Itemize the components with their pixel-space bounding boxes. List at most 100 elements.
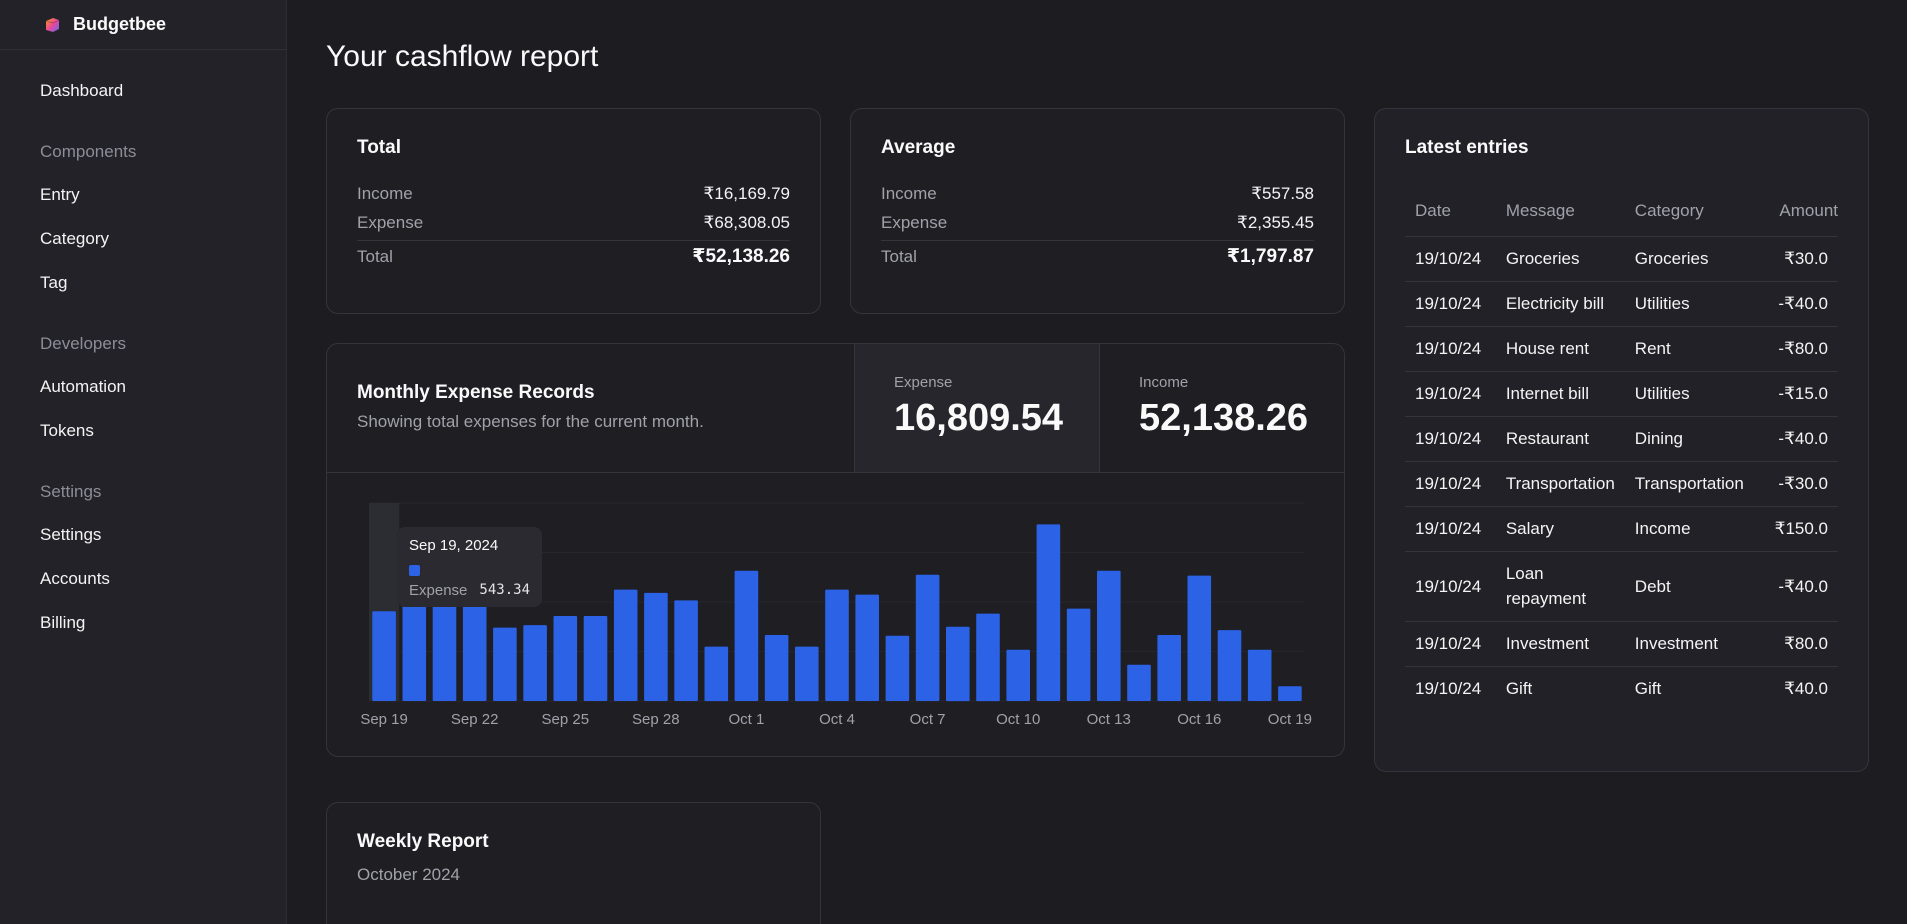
- table-row[interactable]: 19/10/24 Transportation Transportation -…: [1405, 461, 1838, 507]
- chart-bar[interactable]: [734, 570, 759, 701]
- chart-x-tick-label: Oct 16: [1177, 711, 1221, 728]
- table-row[interactable]: 19/10/24 Salary Income ₹150.0: [1405, 506, 1838, 552]
- tooltip-label: Expense: [409, 582, 468, 599]
- chart-bar[interactable]: [1127, 664, 1151, 701]
- total-income-label: Income: [357, 183, 413, 203]
- monthly-subtitle: Showing total expenses for the current m…: [357, 412, 704, 431]
- table-row[interactable]: 19/10/24 Gift Gift ₹40.0: [1405, 666, 1838, 711]
- chart-bar[interactable]: [885, 635, 910, 701]
- chart-x-tick-label: Sep 28: [632, 711, 680, 728]
- tooltip-swatch: [409, 565, 420, 576]
- table-row[interactable]: 19/10/24 Restaurant Dining -₹40.0: [1405, 416, 1838, 462]
- chart-bar[interactable]: [1278, 686, 1302, 701]
- brand-name: Budgetbee: [73, 14, 167, 34]
- income-stat-toggle[interactable]: Income 52,138.26: [1099, 344, 1344, 472]
- table-row[interactable]: 19/10/24 Loan repayment Debt -₹40.0: [1405, 551, 1838, 622]
- sidebar-item-entry[interactable]: Entry: [40, 185, 80, 204]
- sidebar-item-settings[interactable]: Settings: [40, 525, 102, 544]
- cell-date: 19/10/24: [1405, 621, 1496, 667]
- chart-bar[interactable]: [764, 635, 789, 701]
- chart-x-tick-label: Sep 19: [360, 711, 408, 728]
- sidebar-item-accounts[interactable]: Accounts: [40, 569, 110, 588]
- chart-bar[interactable]: [1157, 635, 1181, 701]
- cell-message: Electricity bill: [1495, 281, 1625, 327]
- chart-bar[interactable]: [915, 574, 940, 701]
- chart-bar[interactable]: [1066, 608, 1091, 701]
- chart-bar[interactable]: [1097, 570, 1121, 701]
- cell-date: 19/10/24: [1405, 506, 1496, 552]
- chart-bar[interactable]: [493, 627, 517, 701]
- sidebar: Budgetbee Dashboard Components Entry Cat…: [0, 0, 287, 924]
- total-total-label: Total: [357, 246, 393, 266]
- sidebar-item-billing[interactable]: Billing: [40, 613, 86, 632]
- cell-message: Internet bill: [1495, 371, 1625, 417]
- expense-stat-label: Expense: [894, 374, 953, 391]
- chart-bar[interactable]: [1247, 649, 1272, 701]
- cell-category: Transportation: [1624, 461, 1761, 507]
- income-stat-value: 52,138.26: [1139, 397, 1309, 439]
- chart-area[interactable]: Sep 19 Sep 22 Sep 25 Sep 28 Oct 1 Oct 4 Oct 7 O…: [327, 473, 1345, 757]
- chart-bar[interactable]: [523, 625, 547, 701]
- table-row[interactable]: 19/10/24 Investment Investment ₹80.0: [1405, 621, 1838, 667]
- chart-bar[interactable]: [795, 646, 819, 702]
- chart-bar[interactable]: [1217, 630, 1242, 702]
- cell-category: Debt: [1624, 551, 1761, 622]
- chart-bar[interactable]: [1036, 524, 1061, 701]
- column-message: Message: [1495, 186, 1625, 237]
- chart-bar[interactable]: [704, 646, 729, 702]
- average-income-row: Income ₹557.58: [881, 179, 1314, 208]
- chart-bar[interactable]: [432, 604, 457, 702]
- chart-bar[interactable]: [946, 626, 970, 702]
- column-category: Category: [1624, 186, 1761, 237]
- cell-amount: ₹150.0: [1760, 506, 1838, 552]
- average-total-row: Total ₹1,797.87: [881, 240, 1314, 269]
- chart-x-tick-label: Oct 1: [728, 711, 764, 728]
- cell-category: Investment: [1624, 621, 1761, 667]
- chart-bar[interactable]: [583, 616, 608, 701]
- total-income-value: ₹16,169.79: [703, 183, 790, 203]
- weekly-report-subtitle: October 2024: [357, 865, 461, 884]
- table-row[interactable]: 19/10/24 House rent Rent -₹80.0: [1405, 326, 1838, 372]
- sidebar-item-dashboard[interactable]: Dashboard: [40, 81, 124, 100]
- cell-message: Transportation: [1495, 461, 1625, 507]
- sidebar-item-category[interactable]: Category: [40, 229, 109, 248]
- table-row[interactable]: 19/10/24 Internet bill Utilities -₹15.0: [1405, 371, 1838, 417]
- sidebar-section-settings: Settings: [40, 482, 102, 501]
- total-card: Total Income ₹16,169.79 Expense ₹68,308.…: [326, 108, 821, 314]
- table-row[interactable]: 19/10/24 Electricity bill Utilities -₹40…: [1405, 281, 1838, 327]
- cell-date: 19/10/24: [1405, 371, 1496, 417]
- average-expense-label: Expense: [881, 212, 948, 232]
- cell-amount: ₹80.0: [1760, 621, 1838, 667]
- chart-bar[interactable]: [1187, 575, 1212, 701]
- chart-bar[interactable]: [372, 611, 396, 701]
- table-row[interactable]: 19/10/24 Groceries Groceries ₹30.0: [1405, 236, 1838, 282]
- chart-bar[interactable]: [855, 594, 879, 701]
- chart-bar[interactable]: [462, 604, 487, 702]
- weekly-report-title: Weekly Report: [357, 831, 489, 852]
- chart-x-tick-label: Sep 25: [542, 711, 590, 728]
- sidebar-item-automation[interactable]: Automation: [40, 377, 126, 396]
- brand[interactable]: Budgetbee: [0, 0, 286, 50]
- chart-bar[interactable]: [674, 600, 698, 701]
- latest-entries-table: Date Message Category Amount 19/10/24 Gr…: [1405, 186, 1838, 711]
- chart-bar[interactable]: [1006, 649, 1030, 701]
- cell-message: Loan repayment: [1495, 551, 1625, 622]
- chart-bar[interactable]: [976, 613, 1000, 702]
- expense-bar-chart[interactable]: Sep 19 Sep 22 Sep 25 Sep 28 Oct 1 Oct 4 Oct 7 O…: [327, 473, 1345, 757]
- chart-x-tick-label: Oct 7: [910, 711, 946, 728]
- chart-bar[interactable]: [402, 604, 427, 702]
- chart-bar[interactable]: [613, 589, 638, 701]
- cell-date: 19/10/24: [1405, 326, 1496, 372]
- chart-bar[interactable]: [825, 589, 849, 701]
- chart-bar[interactable]: [644, 592, 668, 701]
- budgetbee-logo-icon: [45, 18, 60, 32]
- average-income-label: Income: [881, 183, 937, 203]
- sidebar-item-tokens[interactable]: Tokens: [40, 421, 94, 440]
- sidebar-item-tag[interactable]: Tag: [40, 273, 68, 292]
- cell-category: Rent: [1624, 326, 1761, 372]
- total-expense-value: ₹68,308.05: [703, 212, 790, 232]
- total-income-row: Income ₹16,169.79: [357, 179, 790, 208]
- expense-stat-toggle[interactable]: Expense 16,809.54: [854, 344, 1099, 472]
- chart-bar[interactable]: [553, 616, 578, 701]
- average-total-value: ₹1,797.87: [1226, 246, 1314, 267]
